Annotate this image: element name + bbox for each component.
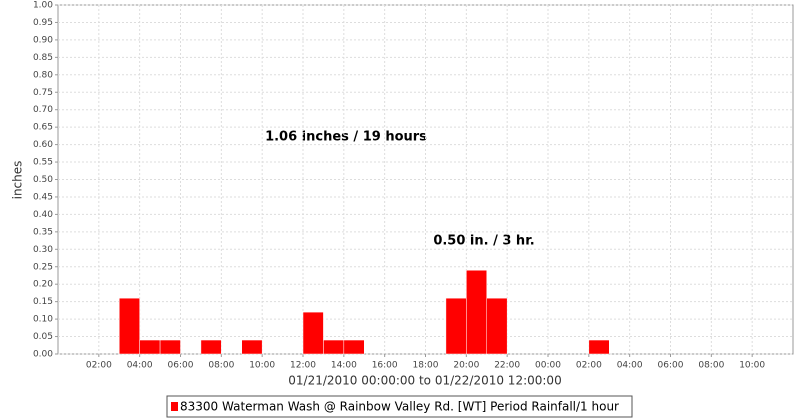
x-tick-label: 04:00 [127,361,153,371]
bar [466,269,488,355]
y-tick-label: 0.50 [33,175,53,185]
y-tick-label: 1.00 [33,1,53,11]
y-tick-label: 0.05 [33,332,53,342]
y-tick-label: 0.00 [33,350,53,360]
bar [343,339,365,355]
y-tick-label: 0.80 [33,70,53,80]
x-tick-label: 06:00 [658,361,684,371]
legend-label: 83300 Waterman Wash @ Rainbow Valley Rd.… [180,400,619,414]
x-tick-label: 00:00 [535,361,561,371]
y-tick-label: 0.20 [33,280,53,290]
annotation: 0.50 in. / 3 hr. [433,234,534,249]
x-tick-label: 14:00 [331,361,357,371]
bar [302,311,324,355]
y-axis-label: inches [11,161,25,200]
bar [241,339,263,355]
x-tick-label: 10:00 [739,361,765,371]
x-tick-label: 02:00 [86,361,112,371]
y-tick-label: 0.10 [33,315,53,325]
y-tick-label: 0.30 [33,245,53,255]
x-tick-label: 02:00 [576,361,602,371]
y-tick-label: 0.95 [33,18,53,28]
y-tick-label: 0.35 [33,227,53,237]
bar [159,339,181,355]
y-tick-label: 0.75 [33,88,53,98]
x-tick-label: 06:00 [168,361,194,371]
y-tick-label: 0.60 [33,140,53,150]
y-tick-label: 0.55 [33,158,53,168]
x-tick-label: 16:00 [372,361,398,371]
x-tick-label: 04:00 [617,361,643,371]
x-tick-label: 10:00 [249,361,275,371]
bar [323,339,345,355]
x-tick-label: 08:00 [698,361,724,371]
y-tick-label: 0.90 [33,35,53,45]
bar [139,339,161,355]
bar [486,297,508,355]
y-tick-label: 0.40 [33,210,53,220]
x-tick-label: 20:00 [453,361,479,371]
y-tick-label: 0.45 [33,192,53,202]
y-tick-label: 0.85 [33,53,53,63]
legend-swatch [171,402,178,411]
x-tick-label: 08:00 [208,361,234,371]
y-tick-label: 0.15 [33,297,53,307]
annotation: 1.06 inches / 19 hours [265,130,427,145]
bar [588,339,610,355]
legend [166,395,633,418]
x-tick-label: 18:00 [413,361,439,371]
x-tick-label: 22:00 [494,361,520,371]
bar [445,297,467,355]
bar [200,339,222,355]
x-axis-label: 01/21/2010 00:00:00 to 01/22/2010 12:00:… [288,374,561,388]
y-tick-label: 0.70 [33,105,53,115]
y-tick-label: 0.65 [33,123,53,133]
y-tick-label: 0.25 [33,262,53,272]
x-tick-label: 12:00 [290,361,316,371]
bar [119,297,140,355]
